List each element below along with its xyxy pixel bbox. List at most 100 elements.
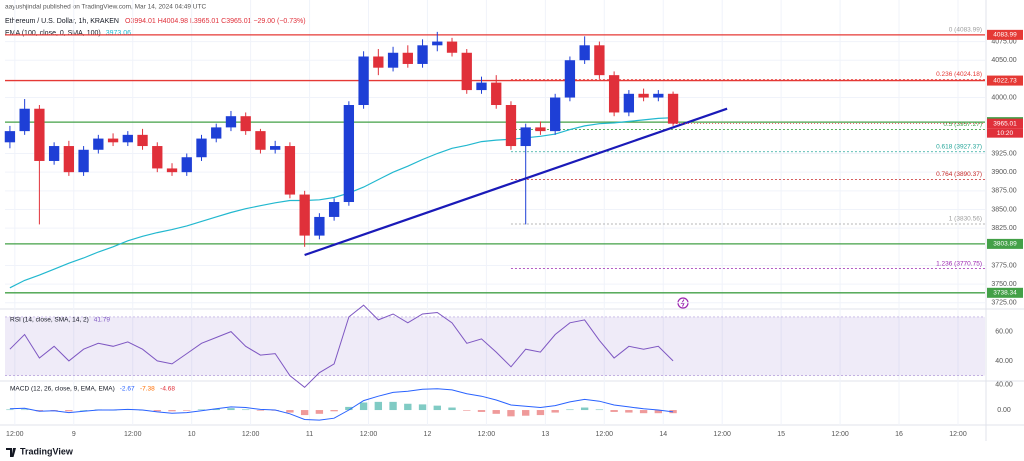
- level-tag-bg: [987, 238, 1023, 249]
- y-tick-label: 3750.00: [991, 281, 1016, 288]
- candle-body: [402, 52, 413, 64]
- fib-label: 0.618 (3927.37): [936, 143, 982, 150]
- candle-body: [550, 97, 561, 132]
- macd-histogram-bar: [345, 406, 353, 411]
- candle-body: [387, 52, 399, 68]
- fib-label: 0 (4083.99): [949, 27, 982, 34]
- footer-brand: TradingView: [20, 446, 74, 456]
- candle-body: [284, 146, 296, 195]
- candle-body: [152, 146, 163, 169]
- x-tick-label: 13: [541, 431, 549, 438]
- macd-histogram-bar: [197, 409, 206, 411]
- x-tick-label: 12:00: [6, 431, 24, 438]
- candle-body: [328, 202, 340, 217]
- y-tick-label: 3925.00: [991, 150, 1016, 157]
- level-tag-bg: [987, 29, 1023, 40]
- candle-body: [240, 116, 251, 132]
- candle-body: [255, 131, 266, 150]
- macd-histogram-bar: [359, 402, 368, 411]
- candle-body: [122, 134, 133, 143]
- macd-histogram-bar: [6, 409, 14, 411]
- current-price-tag-bg: [987, 118, 1023, 129]
- macd-histogram-bar: [300, 410, 309, 416]
- rsi-line: [9, 304, 674, 388]
- candle-body: [667, 93, 679, 124]
- level-tag: 3738.34: [993, 290, 1017, 297]
- macd-histogram-bar: [595, 409, 604, 411]
- macd-histogram-bar: [183, 410, 191, 411]
- level-tag: 4083.99: [993, 32, 1017, 39]
- candle-body: [594, 45, 605, 76]
- candle-body: [196, 138, 207, 158]
- macd-histogram-bar: [625, 410, 633, 413]
- fib-label: 1.236 (3770.75): [936, 260, 982, 267]
- macd-histogram-bar: [286, 410, 294, 413]
- candle-body: [270, 146, 281, 150]
- y-tick-label: 3775.00: [991, 262, 1016, 269]
- macd-histogram-bar: [551, 410, 559, 413]
- candle-body: [505, 105, 517, 147]
- candle-body: [299, 194, 310, 236]
- candle-body: [107, 138, 119, 143]
- x-tick-label: 15: [777, 431, 785, 438]
- y-tick-label: 0.00: [997, 407, 1011, 414]
- x-tick-label: 9: [72, 431, 76, 438]
- macd-histogram-bar: [404, 403, 412, 411]
- x-tick-label: 14: [659, 431, 667, 438]
- macd-line: [9, 388, 674, 421]
- macd-histogram-bar: [522, 410, 530, 416]
- macd-histogram-bar: [507, 410, 515, 417]
- x-tick-label: 10: [188, 431, 196, 438]
- y-tick-label: 4000.00: [991, 94, 1016, 101]
- x-tick-label: 12: [424, 431, 432, 438]
- x-tick-label: 12:00: [713, 431, 731, 438]
- x-tick-label: 12:00: [124, 431, 142, 438]
- candle-body: [653, 93, 664, 98]
- y-tick-label: 40.00: [995, 358, 1013, 365]
- candle-body: [432, 41, 443, 46]
- countdown-bg: [987, 128, 1023, 138]
- y-tick-label: 3850.00: [991, 206, 1016, 213]
- ema-line: [9, 117, 674, 289]
- macd-histogram-bar: [256, 410, 265, 411]
- candle-body: [63, 146, 75, 173]
- level-tag: 3803.89: [993, 241, 1017, 248]
- macd-histogram-bar: [330, 410, 338, 412]
- y-tick-label: 40.00: [995, 382, 1013, 389]
- candle-body: [623, 93, 635, 113]
- publisher: aayushjindal published on TradingView.co…: [5, 4, 206, 11]
- macd-reading: -7.38: [140, 386, 155, 393]
- macd-reading: -4.68: [160, 386, 175, 393]
- candle-body: [608, 75, 620, 113]
- x-tick-label: 12:00: [831, 431, 849, 438]
- macd-reading: -2.67: [120, 386, 135, 393]
- level-tag: 4022.73: [993, 77, 1017, 84]
- fib-label: 0.5 (3957.27): [943, 121, 982, 128]
- macd-histogram-bar: [389, 401, 397, 411]
- candle-body: [417, 45, 428, 64]
- y-tick-label: 4075.00: [991, 38, 1016, 45]
- x-tick-label: 16: [895, 431, 903, 438]
- macd-histogram-bar: [315, 410, 324, 414]
- candle-body: [211, 127, 222, 139]
- candle-body: [4, 131, 16, 143]
- macd-histogram-bar: [492, 410, 500, 414]
- macd-histogram-bar: [168, 410, 176, 412]
- x-tick-label: 12:00: [478, 431, 496, 438]
- current-price-tag: 3965.01: [993, 120, 1017, 127]
- macd-histogram-bar: [536, 410, 545, 416]
- candle-body: [638, 93, 649, 98]
- fib-label: 1 (3830.56): [949, 216, 982, 223]
- candle-body: [491, 82, 502, 105]
- macd-histogram-bar: [374, 401, 383, 411]
- y-tick-label: 4050.00: [991, 57, 1016, 64]
- candle-body: [476, 82, 487, 91]
- rsi-band: [5, 316, 985, 376]
- y-tick-label: 3725.00: [991, 300, 1016, 307]
- candle-body: [166, 168, 178, 173]
- candle-body: [343, 105, 355, 203]
- candle-body: [181, 157, 192, 173]
